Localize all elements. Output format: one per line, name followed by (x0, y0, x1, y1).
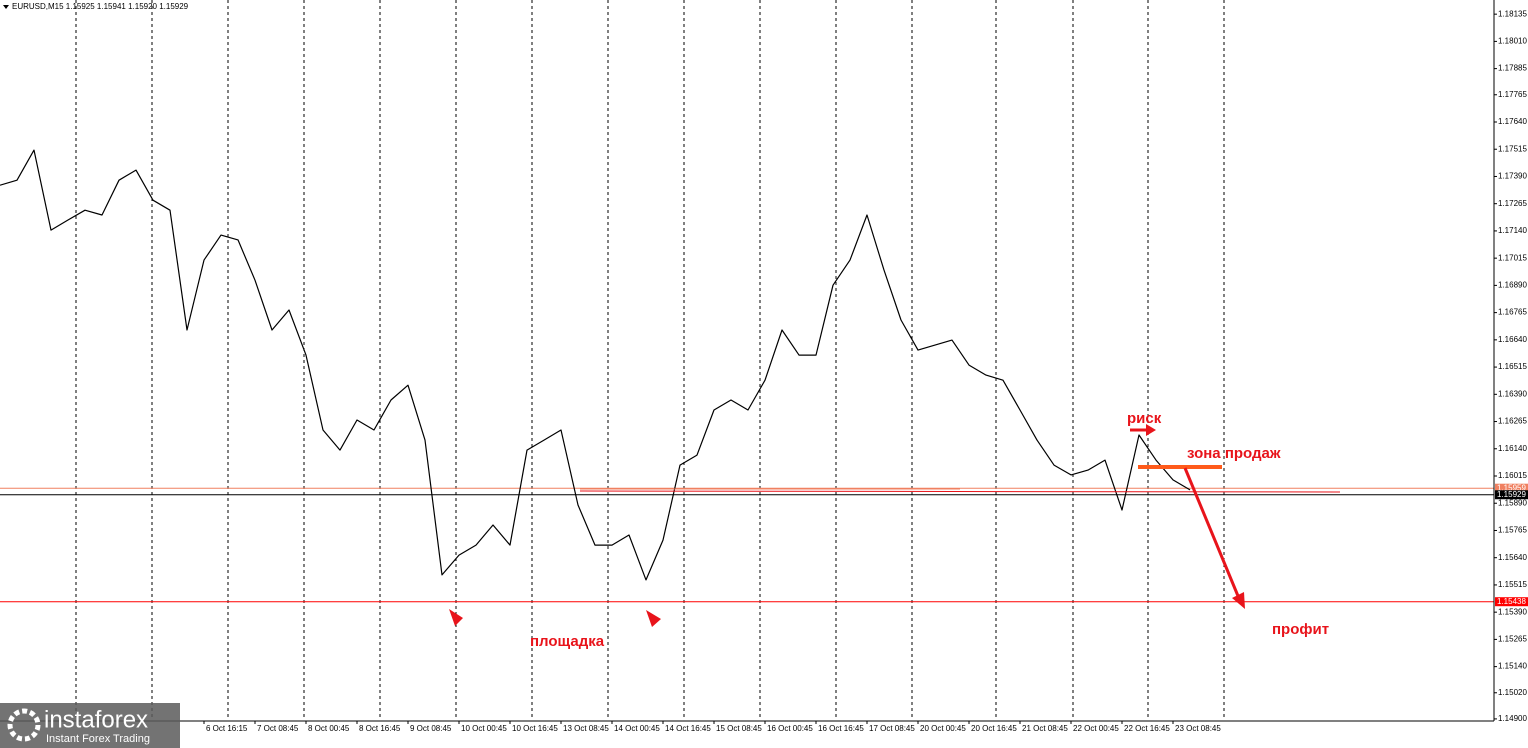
x-tick-label: 7 Oct 08:45 (257, 724, 299, 733)
y-tick-label: 1.16015 (1498, 471, 1527, 480)
y-tick-label: 1.17265 (1498, 199, 1527, 208)
x-tick-label: 8 Oct 16:45 (359, 724, 401, 733)
price-level-label: 1.15438 (1497, 597, 1526, 606)
y-tick-label: 1.17515 (1498, 144, 1527, 153)
x-tick-label: 10 Oct 16:45 (512, 724, 558, 733)
x-tick-label: 13 Oct 08:45 (563, 724, 609, 733)
x-tick-label: 6 Oct 16:15 (206, 724, 248, 733)
x-tick-label: 17 Oct 08:45 (869, 724, 915, 733)
y-tick-label: 1.17015 (1498, 253, 1527, 262)
x-tick-label: 21 Oct 08:45 (1022, 724, 1068, 733)
menu-arrow (3, 5, 9, 9)
y-tick-label: 1.15390 (1498, 607, 1527, 616)
y-tick-label: 1.16515 (1498, 362, 1527, 371)
y-tick-label: 1.15140 (1498, 662, 1527, 671)
x-tick-label: 20 Oct 16:45 (971, 724, 1017, 733)
y-tick-label: 1.16390 (1498, 389, 1527, 398)
y-tick-label: 1.17140 (1498, 226, 1527, 235)
platform-arrow (449, 609, 463, 626)
y-tick-label: 1.16140 (1498, 444, 1527, 453)
x-tick-label: 10 Oct 00:45 (461, 724, 507, 733)
day-separators (75, 0, 1225, 720)
x-tick-label: 14 Oct 00:45 (614, 724, 660, 733)
logo-tagline: Instant Forex Trading (46, 733, 150, 745)
platform-arrow (646, 610, 661, 627)
logo-icon (7, 708, 41, 742)
y-tick-label: 1.15265 (1498, 635, 1527, 644)
y-tick-label: 1.15890 (1498, 498, 1527, 507)
y-tick-label: 1.18010 (1498, 37, 1527, 46)
annotation-sell-zone: зона продаж (1187, 445, 1281, 462)
x-tick-label: 8 Oct 00:45 (308, 724, 350, 733)
y-tick-label: 1.18135 (1498, 9, 1527, 18)
y-tick-label: 1.16640 (1498, 335, 1527, 344)
x-tick-label: 16 Oct 16:45 (818, 724, 864, 733)
x-tick-label: 16 Oct 00:45 (767, 724, 813, 733)
y-tick-label: 1.15640 (1498, 553, 1527, 562)
y-tick-label: 1.16890 (1498, 280, 1527, 289)
y-tick-label: 1.16765 (1498, 308, 1527, 317)
zone-line (579, 490, 1341, 493)
logo-background (0, 703, 180, 748)
y-tick-label: 1.16265 (1498, 417, 1527, 426)
y-tick-label: 1.15765 (1498, 526, 1527, 535)
y-tick-label: 1.17640 (1498, 117, 1527, 126)
annotation-risk: риск (1127, 410, 1162, 427)
y-tick-label: 1.14900 (1498, 714, 1527, 723)
logo-name: instaforex (44, 706, 148, 733)
y-tick-label: 1.15020 (1498, 688, 1527, 697)
y-tick-label: 1.17765 (1498, 90, 1527, 99)
x-tick-label: 22 Oct 16:45 (1124, 724, 1170, 733)
price-level-box (1495, 483, 1528, 493)
price-level-label: 1.15959 (1497, 483, 1526, 492)
price-line (0, 149, 1191, 581)
price-level-box (1495, 490, 1528, 500)
header-info: EURUSD,M15 1.15925 1.15941 1.15920 1.159… (12, 2, 189, 11)
annotation-profit: профит (1272, 621, 1329, 638)
y-tick-label: 1.17885 (1498, 64, 1527, 73)
y-tick-label: 1.17390 (1498, 172, 1527, 181)
x-tick-label: 14 Oct 16:45 (665, 724, 711, 733)
annotation-platform: площадка (530, 633, 605, 650)
profit-arrow (1183, 467, 1240, 597)
risk-arrow-head (1146, 424, 1156, 436)
x-tick-label: 20 Oct 00:45 (920, 724, 966, 733)
x-tick-label: 22 Oct 00:45 (1073, 724, 1119, 733)
y-tick-label: 1.15515 (1498, 580, 1527, 589)
price-level-label: 1.15929 (1497, 490, 1526, 499)
x-tick-label: 9 Oct 08:45 (410, 724, 452, 733)
profit-arrow-head (1232, 592, 1245, 609)
plot (0, 149, 1494, 603)
price-level-box (1495, 597, 1528, 607)
x-tick-label: 23 Oct 08:45 (1175, 724, 1221, 733)
x-tick-label: 15 Oct 08:45 (716, 724, 762, 733)
